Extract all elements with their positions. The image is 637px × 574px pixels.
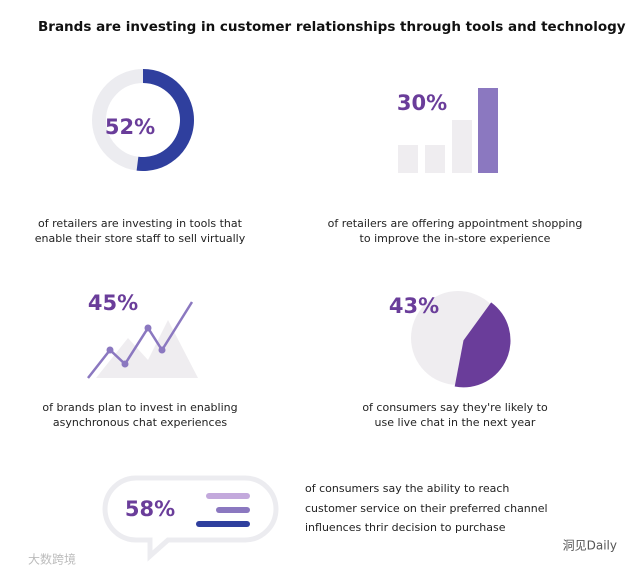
- stat-percent: 43%: [389, 294, 439, 318]
- donut-arc: [136, 69, 194, 171]
- watermark: 洞见Daily: [563, 539, 617, 553]
- stat-caption: of retailers are investing in tools that: [38, 217, 243, 230]
- watermark: 大数跨境: [28, 552, 76, 567]
- chat-bubble: [102, 475, 279, 562]
- stat-caption: of consumers say they're likely to: [362, 401, 548, 414]
- bar-icon: [398, 88, 498, 173]
- stat-percent: 52%: [105, 115, 155, 139]
- stat-caption: enable their store staff to sell virtual…: [35, 232, 246, 245]
- title: Brands are investing in customer relatio…: [38, 19, 626, 35]
- stat-caption: of consumers say the ability to reach: [305, 482, 509, 495]
- stat-caption: to improve the in-store experience: [360, 232, 551, 245]
- stat-percent: 45%: [88, 291, 138, 315]
- stat-percent: 58%: [125, 497, 175, 521]
- stat-percent: 30%: [397, 91, 447, 115]
- stat-caption: influences thrir decision to purchase: [305, 521, 506, 534]
- pie-slice: [454, 302, 511, 388]
- stat-caption: of retailers are offering appointment sh…: [328, 217, 583, 230]
- stat-caption: use live chat in the next year: [375, 416, 536, 429]
- stat-caption: of brands plan to invest in enabling: [42, 401, 237, 414]
- line-icon: [87, 301, 198, 379]
- stat-caption: customer service on their preferred chan…: [305, 502, 548, 515]
- stat-caption: asynchronous chat experiences: [53, 416, 227, 429]
